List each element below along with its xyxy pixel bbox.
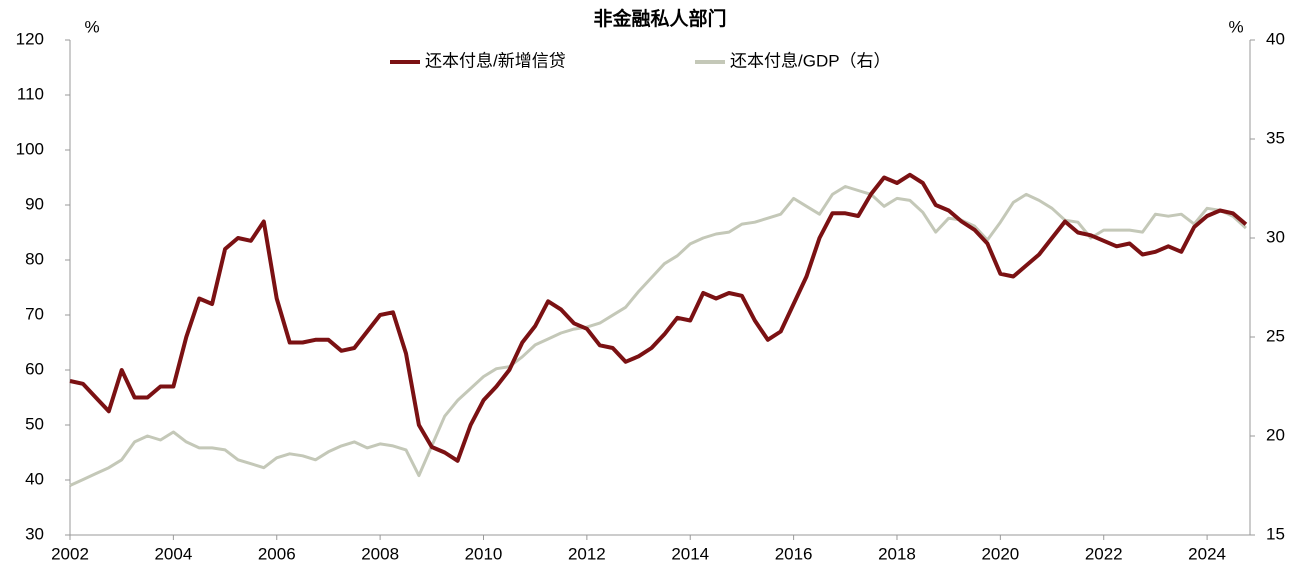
y-tick-label: 80	[25, 249, 44, 268]
x-tick-label: 2004	[154, 544, 192, 563]
y-tick-label: 40	[25, 469, 44, 488]
y2-tick-label: 25	[1266, 326, 1285, 345]
y-unit: %	[84, 17, 99, 36]
y-tick-label: 90	[25, 194, 44, 213]
chart-title: 非金融私人部门	[593, 7, 726, 30]
legend-label: 还本付息/GDP（右）	[730, 51, 891, 70]
y2-tick-label: 35	[1266, 128, 1285, 147]
y-tick-label: 70	[25, 304, 44, 323]
series-line	[69, 172, 1248, 463]
x-tick-label: 2022	[1085, 544, 1123, 563]
series-line	[69, 185, 1247, 487]
x-tick-label: 2006	[258, 544, 296, 563]
y2-tick-label: 20	[1266, 425, 1285, 444]
y-tick-label: 110	[17, 84, 44, 103]
y2-tick-label: 15	[1266, 524, 1285, 543]
x-tick-label: 2024	[1188, 544, 1226, 563]
y-tick-label: 120	[16, 29, 44, 48]
y-tick-label: 50	[25, 414, 44, 433]
y2-tick-label: 40	[1266, 29, 1285, 48]
y-tick-label: 30	[25, 524, 44, 543]
x-tick-label: 2012	[568, 544, 606, 563]
x-tick-label: 2002	[51, 544, 89, 563]
x-tick-label: 2016	[775, 544, 813, 563]
x-tick-label: 2018	[878, 544, 916, 563]
y-tick-label: 100	[16, 139, 44, 158]
y-tick-label: 60	[25, 359, 44, 378]
x-tick-label: 2008	[361, 544, 399, 563]
y2-tick-label: 30	[1266, 227, 1285, 246]
x-tick-label: 2014	[671, 544, 709, 563]
y2-unit: %	[1228, 17, 1243, 36]
x-tick-label: 2020	[981, 544, 1019, 563]
x-tick-label: 2010	[465, 544, 503, 563]
legend-label: 还本付息/新增信贷	[425, 51, 566, 70]
